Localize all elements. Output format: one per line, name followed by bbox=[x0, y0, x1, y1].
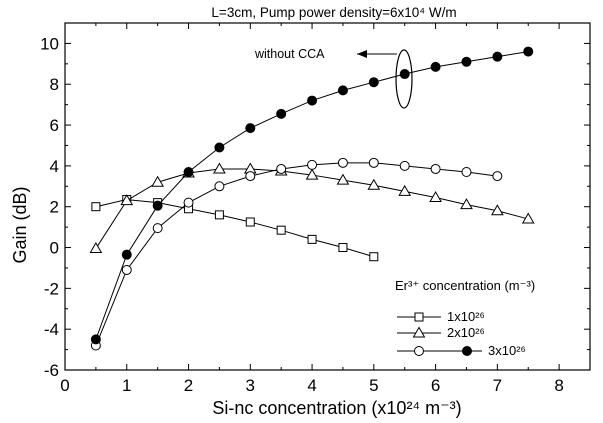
series-4-point bbox=[214, 142, 225, 153]
series-4-point bbox=[121, 249, 132, 260]
series-3-point bbox=[214, 181, 225, 192]
series-1-point bbox=[307, 234, 317, 244]
series-1 bbox=[91, 195, 379, 262]
series-2-point bbox=[521, 212, 535, 224]
series-4-point bbox=[307, 95, 318, 106]
series-3-point bbox=[307, 159, 318, 170]
x-tick-label: 2 bbox=[184, 376, 193, 395]
series-1-line bbox=[95, 199, 374, 258]
y-tick-label: -2 bbox=[44, 279, 59, 298]
series-2-point bbox=[398, 184, 412, 196]
series-4-line bbox=[95, 51, 529, 340]
series-3-point bbox=[337, 157, 348, 168]
series-4-point bbox=[337, 85, 348, 96]
series-3-point bbox=[492, 171, 503, 182]
chart-title: L=3cm, Pump power density=6x10⁴ W/m bbox=[211, 5, 456, 20]
series-3-point bbox=[430, 163, 441, 174]
y-tick-label: 4 bbox=[50, 157, 59, 176]
legend-label: 1x10²⁶ bbox=[447, 309, 485, 324]
series-3-point bbox=[121, 264, 132, 275]
series-3 bbox=[90, 157, 503, 351]
series-4 bbox=[90, 46, 534, 345]
series-4-point bbox=[523, 46, 534, 57]
series-2-point bbox=[460, 198, 473, 210]
series-2-point bbox=[151, 175, 165, 187]
y-tick-label: 0 bbox=[50, 239, 59, 258]
series-4-point bbox=[461, 56, 472, 67]
series-4-point bbox=[152, 200, 163, 211]
without-cca-annotation: without CCA bbox=[254, 47, 325, 61]
without-cca-arrow-head bbox=[357, 50, 367, 58]
legend-marker bbox=[412, 326, 426, 338]
legend-label: 3x10²⁶ bbox=[488, 343, 526, 358]
series-2-point bbox=[120, 194, 134, 206]
y-tick-label: 6 bbox=[50, 116, 59, 135]
plot-frame bbox=[64, 22, 591, 371]
series-4-point bbox=[245, 123, 256, 134]
series-1-point bbox=[369, 252, 379, 262]
y-tick-label: 10 bbox=[40, 34, 59, 53]
series-3-point bbox=[399, 160, 410, 171]
series-3-point bbox=[245, 171, 256, 182]
legend-title: Er³⁺ concentration (m⁻³) bbox=[395, 278, 535, 293]
legend-marker bbox=[462, 346, 472, 356]
series-4-point bbox=[183, 167, 194, 178]
series-1-point bbox=[245, 217, 255, 227]
x-tick-label: 8 bbox=[554, 376, 563, 395]
x-tick-label: 5 bbox=[369, 376, 378, 395]
x-axis-title: Si-nc concentration (x10²⁴ m⁻³) bbox=[212, 398, 461, 418]
series-4-point bbox=[368, 77, 379, 88]
legend-marker bbox=[414, 346, 424, 356]
x-tick-label: 6 bbox=[431, 376, 440, 395]
x-tick-label: 1 bbox=[122, 376, 131, 395]
series-3-point bbox=[183, 197, 194, 208]
y-tick-label: -6 bbox=[44, 361, 59, 380]
series-4-point bbox=[276, 108, 287, 119]
y-axis-title: Gain (dB) bbox=[10, 186, 30, 263]
y-tick-label: 2 bbox=[50, 198, 59, 217]
series-2 bbox=[89, 162, 535, 254]
without-cca-ellipse bbox=[395, 49, 413, 109]
series-4-point bbox=[430, 61, 441, 72]
series-3-point bbox=[368, 157, 379, 168]
series-1-point bbox=[276, 225, 286, 235]
x-tick-label: 3 bbox=[246, 376, 255, 395]
series-2-point bbox=[490, 204, 504, 216]
series-3-point bbox=[152, 223, 163, 234]
series-3-point bbox=[461, 167, 472, 178]
series-2-point bbox=[305, 168, 319, 180]
series-4-point bbox=[492, 51, 503, 62]
series-4-point bbox=[90, 334, 101, 345]
x-tick-label: 7 bbox=[493, 376, 502, 395]
series-2-point bbox=[336, 173, 350, 185]
x-tick-label: 0 bbox=[60, 376, 69, 395]
plot-layer: 0 1 2 3 4 5 6 7 8 -6 -4 -2 0 2 4 6 8 10 bbox=[40, 22, 591, 395]
series-3-line bbox=[95, 162, 498, 346]
series-2-point bbox=[429, 191, 442, 203]
series-2-point bbox=[367, 178, 381, 190]
y-tick-label: 8 bbox=[50, 75, 59, 94]
series-1-point bbox=[338, 243, 348, 253]
x-tick-label: 4 bbox=[307, 376, 316, 395]
series-4-point bbox=[399, 69, 410, 80]
annotation-layer: without CCA bbox=[254, 47, 413, 109]
legend: Er³⁺ concentration (m⁻³) 1x10²⁶2x10²⁶3x1… bbox=[395, 278, 535, 358]
series-3-point bbox=[276, 163, 287, 174]
y-tick-label: -4 bbox=[44, 320, 59, 339]
series-1-point bbox=[91, 202, 101, 212]
series-2-point bbox=[89, 242, 103, 254]
series-2-point bbox=[213, 162, 226, 174]
series-1-point bbox=[214, 210, 224, 220]
legend-marker bbox=[414, 312, 424, 322]
legend-label: 2x10²⁶ bbox=[447, 325, 485, 340]
